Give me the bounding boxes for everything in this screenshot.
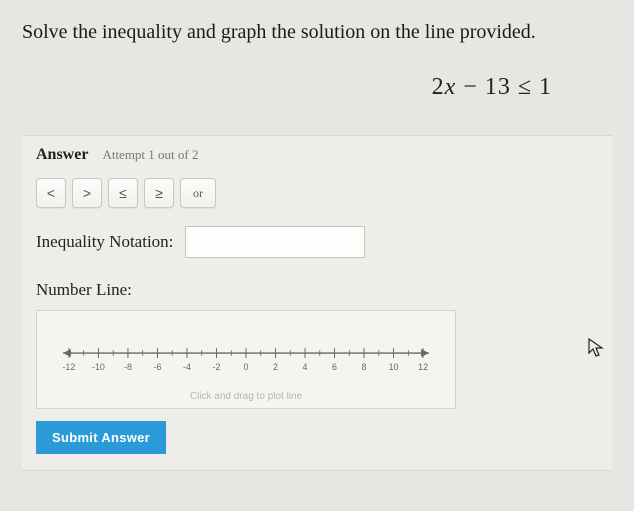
question-prompt: Solve the inequality and graph the solut… xyxy=(22,18,612,46)
operator-row: < > ≤ ≥ or xyxy=(36,178,598,208)
le-button[interactable]: ≤ xyxy=(108,178,138,208)
svg-text:12: 12 xyxy=(418,362,428,372)
submit-answer-button[interactable]: Submit Answer xyxy=(36,421,166,454)
svg-text:-10: -10 xyxy=(92,362,105,372)
eq-coeff: 2 xyxy=(432,74,445,100)
svg-text:4: 4 xyxy=(303,362,308,372)
answer-label: Answer xyxy=(36,146,88,163)
svg-text:0: 0 xyxy=(244,362,249,372)
eq-op: ≤ xyxy=(518,74,532,100)
eq-const: 13 xyxy=(485,74,511,100)
number-line-label: Number Line: xyxy=(36,280,598,300)
svg-text:-6: -6 xyxy=(153,362,161,372)
inequality-notation-input[interactable] xyxy=(185,226,365,258)
lt-button[interactable]: < xyxy=(36,178,66,208)
svg-text:2: 2 xyxy=(273,362,278,372)
attempt-text: Attempt 1 out of 2 xyxy=(102,147,198,162)
eq-minus: − xyxy=(463,74,485,100)
ge-button[interactable]: ≥ xyxy=(144,178,174,208)
eq-var: x xyxy=(445,74,457,100)
number-line-container[interactable]: -12 -10 -8 -6 -4 -2 0 2 4 6 8 10 12 Click and drag t… xyxy=(36,310,456,409)
or-button[interactable]: or xyxy=(180,178,216,208)
answer-header: Answer Attempt 1 out of 2 xyxy=(36,146,598,164)
svg-text:10: 10 xyxy=(389,362,399,372)
equation: 2x − 13 ≤ 1 xyxy=(22,74,612,101)
number-line[interactable]: -12 -10 -8 -6 -4 -2 0 2 4 6 8 10 12 xyxy=(55,333,437,389)
answer-panel: Answer Attempt 1 out of 2 < > ≤ ≥ or Ine… xyxy=(22,135,612,471)
gt-button[interactable]: > xyxy=(72,178,102,208)
svg-text:6: 6 xyxy=(332,362,337,372)
svg-text:-12: -12 xyxy=(62,362,75,372)
inequality-notation-label: Inequality Notation: xyxy=(36,232,173,252)
svg-text:8: 8 xyxy=(362,362,367,372)
svg-text:-4: -4 xyxy=(183,362,191,372)
number-line-hint: Click and drag to plot line xyxy=(55,391,437,402)
svg-text:-2: -2 xyxy=(213,362,221,372)
eq-rhs: 1 xyxy=(539,74,552,100)
inequality-notation-row: Inequality Notation: xyxy=(36,226,598,258)
svg-text:-8: -8 xyxy=(124,362,132,372)
